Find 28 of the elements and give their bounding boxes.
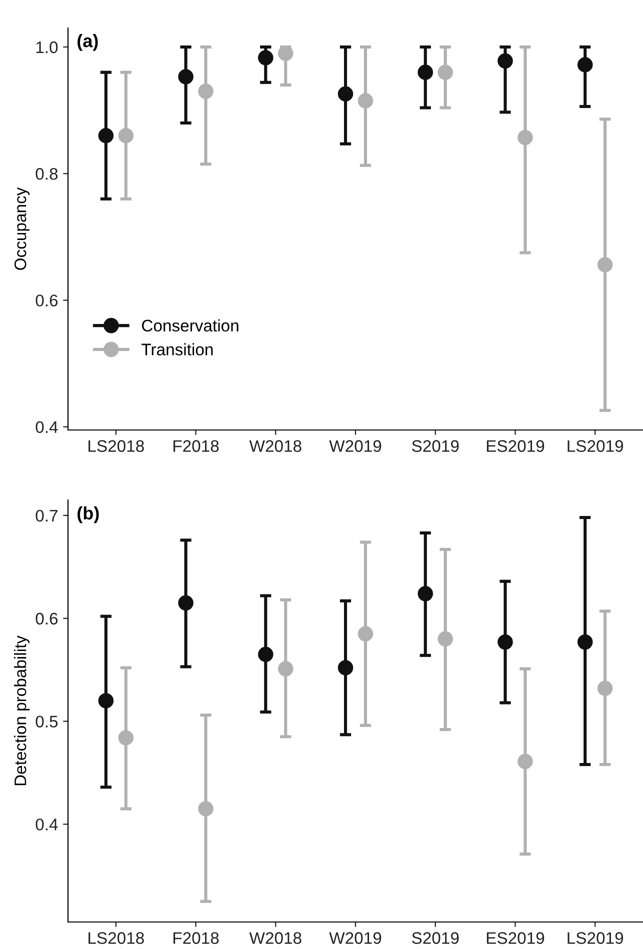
x-tick-label: F2018 xyxy=(174,440,219,452)
x-tick-label: S2019 xyxy=(412,932,459,944)
y-axis-title: Occupancy xyxy=(14,187,30,270)
legend-label: Conservation xyxy=(142,319,238,332)
y-tick-label: 0.6 xyxy=(36,294,58,306)
x-tick-label: W2019 xyxy=(329,440,382,452)
x-tick-label: W2018 xyxy=(249,932,302,944)
x-tick-label: LS2018 xyxy=(88,932,144,944)
x-tick-label: LS2018 xyxy=(88,440,144,452)
legend-label: Transition xyxy=(142,343,213,356)
annotation: (a) xyxy=(78,34,98,51)
x-tick-label: ES2019 xyxy=(486,440,544,452)
y-tick-label: 1.0 xyxy=(36,41,58,54)
x-tick-label: W2018 xyxy=(249,440,302,452)
y-tick-label: 0.4 xyxy=(36,421,58,434)
x-tick-label: LS2019 xyxy=(568,440,624,452)
y-tick-label: 0.5 xyxy=(36,716,58,728)
y-tick-label: 0.4 xyxy=(36,818,58,830)
x-tick-label: W2019 xyxy=(329,932,382,944)
x-tick-label: ES2019 xyxy=(486,932,544,944)
y-tick-label: 0.7 xyxy=(36,510,58,522)
x-tick-label: S2019 xyxy=(412,440,459,452)
y-axis-title: Detection probability xyxy=(14,636,30,786)
annotation: (b) xyxy=(78,506,99,524)
y-tick-label: 0.6 xyxy=(36,612,58,625)
x-tick-label: LS2019 xyxy=(568,932,624,944)
x-tick-label: F2018 xyxy=(174,932,219,944)
y-tick-label: 0.8 xyxy=(36,168,58,180)
